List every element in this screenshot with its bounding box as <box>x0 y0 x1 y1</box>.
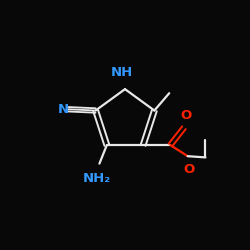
Text: O: O <box>183 163 194 176</box>
Text: NH₂: NH₂ <box>83 172 111 184</box>
Text: O: O <box>180 109 192 122</box>
Text: N: N <box>58 103 68 116</box>
Text: NH: NH <box>111 66 133 79</box>
